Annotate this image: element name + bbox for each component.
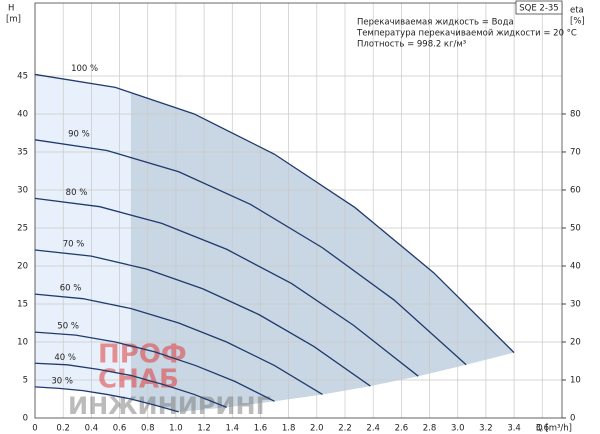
curve-label: 40 % <box>54 353 76 363</box>
area-light <box>35 74 131 399</box>
speed-curve <box>34 331 275 402</box>
speed-curve <box>34 386 179 413</box>
speed-curve <box>34 249 371 387</box>
x-tick-label: 1.6 <box>254 424 268 434</box>
watermark: ПРОФ <box>98 340 187 370</box>
y-tick-label: 45 <box>17 71 28 81</box>
x-tick-label: 1.4 <box>226 424 240 434</box>
x-tick-label: 2.4 <box>366 424 380 434</box>
plot-frame <box>34 2 563 419</box>
y2-axis-label: eta <box>570 6 584 16</box>
y2-tick-label: 40 <box>570 261 581 271</box>
watermark: ИНЖИНИРИНГ <box>68 392 271 420</box>
y2-tick-label: 0 <box>570 414 575 424</box>
curve-label: 30 % <box>51 376 73 386</box>
speed-curve <box>34 197 419 377</box>
y-axis-label: H <box>8 4 14 14</box>
y-tick-label: 20 <box>17 261 28 271</box>
watermark: СНАБ <box>98 365 179 395</box>
y2-axis-unit: [%] <box>570 17 585 27</box>
y2-tick-label: 10 <box>570 375 581 385</box>
x-tick-label: 2.8 <box>423 424 437 434</box>
y-tick-label: 35 <box>17 147 28 157</box>
model-box <box>515 0 563 15</box>
y2-tick-label: 50 <box>570 223 581 233</box>
y2-tick-label: 70 <box>570 147 581 157</box>
x-tick-label: 0.8 <box>141 424 155 434</box>
y-tick-label: 0 <box>23 414 28 424</box>
y2-tick-label: 60 <box>570 185 581 195</box>
x-tick-label: 3.6 <box>536 424 550 434</box>
x-tick-label: 1.8 <box>282 424 296 434</box>
info-line: Перекачиваемая жидкость = Вода <box>357 18 514 28</box>
x-tick-label: 3.0 <box>451 424 465 434</box>
x-tick-label: 2.6 <box>395 424 409 434</box>
x-tick-label: 0 <box>32 424 37 434</box>
x-tick-label: 0.4 <box>85 424 99 434</box>
curve-label: 50 % <box>57 322 79 332</box>
y-tick-label: 5 <box>23 375 28 385</box>
area <box>130 92 515 412</box>
x-axis-label: Q [m³/h] <box>536 424 572 434</box>
speed-curve <box>34 73 515 354</box>
info-line: Плотность = 998.2 кг/м³ <box>357 40 466 50</box>
y2-tick-label: 80 <box>570 109 581 119</box>
y-tick-label: 40 <box>17 109 28 119</box>
speed-curve <box>34 362 227 408</box>
curve-label: 70 % <box>63 240 85 250</box>
y-tick-label: 25 <box>17 223 28 233</box>
x-tick-label: 3.4 <box>507 424 521 434</box>
model: SQE 2-35 <box>519 4 558 14</box>
curve-label: 90 % <box>68 129 90 139</box>
info-line: Температура перекачиваемой жидкости = 20… <box>356 29 577 39</box>
curve-label: 80 % <box>66 188 88 198</box>
y2-tick-label: 30 <box>570 299 581 309</box>
x-tick-label: 1.2 <box>197 424 211 434</box>
curve-label: 100 % <box>71 64 98 74</box>
y-axis-unit: [m] <box>6 15 21 25</box>
speed-curve <box>34 293 323 395</box>
y-tick-label: 30 <box>17 185 28 195</box>
x-tick-label: 2.2 <box>338 424 352 434</box>
curve-label: 60 % <box>60 284 82 294</box>
speed-curve <box>34 139 467 366</box>
x-tick-label: 0.2 <box>56 424 70 434</box>
x-tick-label: 2.0 <box>310 424 324 434</box>
y2-tick-label: 20 <box>570 337 581 347</box>
y-tick-label: 10 <box>17 337 28 347</box>
y-tick-label: 15 <box>17 299 28 309</box>
x-tick-label: 3.2 <box>479 424 493 434</box>
x-tick-label: 0.6 <box>113 424 127 434</box>
x-tick-label: 1.0 <box>169 424 183 434</box>
